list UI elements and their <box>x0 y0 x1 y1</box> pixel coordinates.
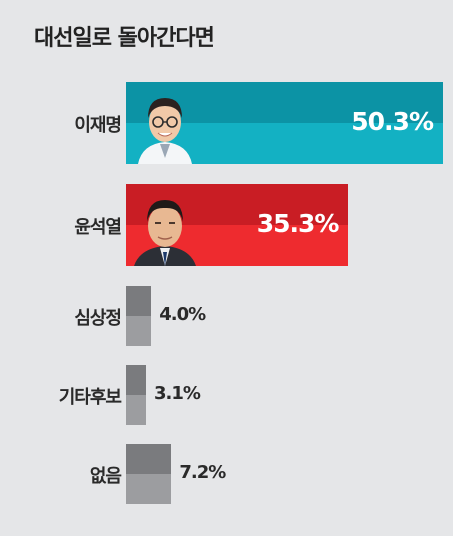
bar-row: 윤석열 35.3% <box>0 184 453 266</box>
bar-row: 없음 7.2% <box>0 444 453 504</box>
value-label: 7.2% <box>179 462 226 483</box>
chart-title: 대선일로 돌아간다면 <box>34 26 215 51</box>
category-label: 없음 <box>89 466 122 487</box>
bar-row: 심상정 4.0% <box>0 286 453 346</box>
value-label: 4.0% <box>159 304 206 325</box>
category-label: 윤석열 <box>74 217 122 238</box>
value-label: 35.3% <box>256 209 340 238</box>
category-label: 기타후보 <box>58 387 122 408</box>
value-label: 50.3% <box>351 107 434 136</box>
value-label: 3.1% <box>154 383 201 404</box>
bar <box>126 365 146 425</box>
category-label: 이재명 <box>74 115 122 136</box>
candidate-photo-yoon <box>134 200 196 266</box>
bar-row: 기타후보 3.1% <box>0 365 453 425</box>
bar: 50.3% <box>126 82 443 164</box>
category-label: 심상정 <box>74 308 122 329</box>
bar <box>126 286 152 346</box>
candidate-photo-lee <box>138 98 192 164</box>
bar: 35.3% <box>126 184 349 266</box>
bar-row: 이재명 50.3% <box>0 82 453 164</box>
bar <box>126 444 172 504</box>
